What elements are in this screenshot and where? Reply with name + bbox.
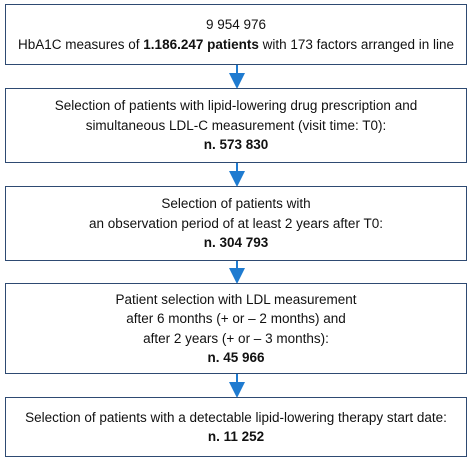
text-span: 1.186.247 patients — [143, 36, 259, 52]
text-span: an observation period of at least 2 year… — [89, 215, 383, 231]
text-span: after 2 years (+ or – 3 months): — [143, 330, 329, 346]
text-span: Selection of patients with — [161, 196, 311, 212]
box-line: n. 45 966 — [207, 348, 264, 368]
text-span: n. 45 966 — [207, 350, 265, 365]
text-span: simultaneous LDL-C measurement (visit ti… — [85, 117, 387, 133]
text-span: HbA1C measures of — [17, 36, 144, 52]
text-span: after 6 months (+ or – 2 months) and — [126, 311, 346, 326]
flow-box: Selection of patients with lipid-lowerin… — [5, 88, 467, 163]
box-line: simultaneous LDL-C measurement (visit ti… — [86, 116, 387, 136]
text-span: n. 11 252 — [207, 429, 265, 444]
box-line: an observation period of at least 2 year… — [89, 214, 383, 234]
box-line: after 6 months (+ or – 2 months) and — [126, 309, 346, 329]
box-line: 9 954 976 — [206, 15, 266, 35]
text-span: Selection of patients with lipid-lowerin… — [54, 98, 418, 114]
text-span: n. 304 793 — [203, 235, 269, 251]
box-line: n. 304 793 — [204, 233, 269, 253]
box-line: n. 573 830 — [204, 135, 269, 155]
box-line: HbA1C measures of 1.186.247 patients wit… — [18, 35, 454, 55]
text-span: Selection of patients with a detectable … — [25, 409, 447, 425]
flow-box: Selection of patients with a detectable … — [5, 397, 467, 457]
flow-box: 9 954 976 HbA1C measures of 1.186.247 pat… — [5, 4, 467, 65]
flow-box: Patient selection with LDL measurement af… — [5, 283, 467, 374]
box-line: n. 11 252 — [208, 427, 264, 447]
box-line: Patient selection with LDL measurement — [115, 290, 356, 310]
text-span: with 173 factors arranged in line — [258, 36, 454, 52]
box-line: Selection of patients with lipid-lowerin… — [55, 96, 417, 116]
text-span: 9 954 976 — [205, 17, 267, 32]
text-span: n. 573 830 — [203, 137, 269, 153]
box-line: Selection of patients with — [161, 194, 310, 214]
box-line: Selection of patients with a detectable … — [25, 408, 447, 428]
text-span: Patient selection with LDL measurement — [115, 291, 357, 307]
box-line: after 2 years (+ or – 3 months): — [143, 329, 329, 349]
flow-box: Selection of patients with an observation… — [5, 186, 467, 261]
